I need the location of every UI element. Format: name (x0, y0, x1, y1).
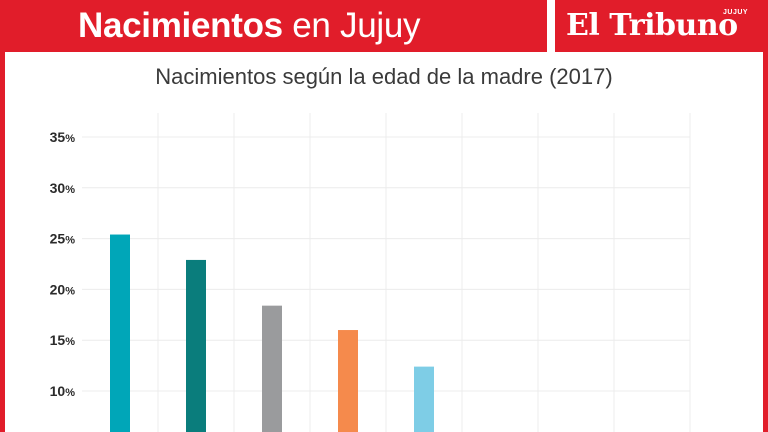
y-tick-suffix: % (65, 133, 75, 145)
y-tick-label: 35% (50, 129, 76, 145)
y-tick-label: 20% (50, 281, 76, 297)
brand-logo-tag: JUJUY (723, 9, 749, 16)
y-tick-value: 10 (50, 383, 66, 399)
y-tick-suffix: % (65, 336, 75, 348)
bar (186, 259, 206, 432)
y-tick-suffix: % (65, 285, 75, 297)
title-bold: Nacimientos (78, 6, 283, 45)
bar (338, 330, 358, 432)
y-tick-value: 20 (50, 281, 66, 297)
header-divider (547, 0, 555, 52)
y-tick-suffix: % (65, 184, 75, 196)
frame-border-right (763, 0, 768, 432)
y-tick-value: 35 (50, 129, 66, 145)
title-light: en Jujuy (292, 6, 421, 45)
brand-logo: El Tribuno (566, 8, 738, 43)
y-tick-label: 30% (50, 180, 76, 196)
chart-title: Nacimientos según la edad de la madre (2… (155, 64, 613, 89)
y-tick-label: 10% (50, 383, 76, 399)
y-tick-label: 25% (50, 231, 76, 247)
y-tick-value: 30 (50, 180, 66, 196)
bar (110, 234, 130, 432)
frame-border-left (0, 0, 5, 432)
y-tick-suffix: % (65, 387, 75, 399)
bar (262, 305, 282, 432)
y-tick-suffix: % (65, 235, 75, 247)
y-tick-value: 15 (50, 332, 66, 348)
y-tick-label: 15% (50, 332, 76, 348)
bar (414, 366, 434, 432)
header-banner (0, 0, 768, 52)
y-tick-value: 25 (50, 231, 66, 247)
page-title: Nacimientos en Jujuy (78, 4, 421, 48)
